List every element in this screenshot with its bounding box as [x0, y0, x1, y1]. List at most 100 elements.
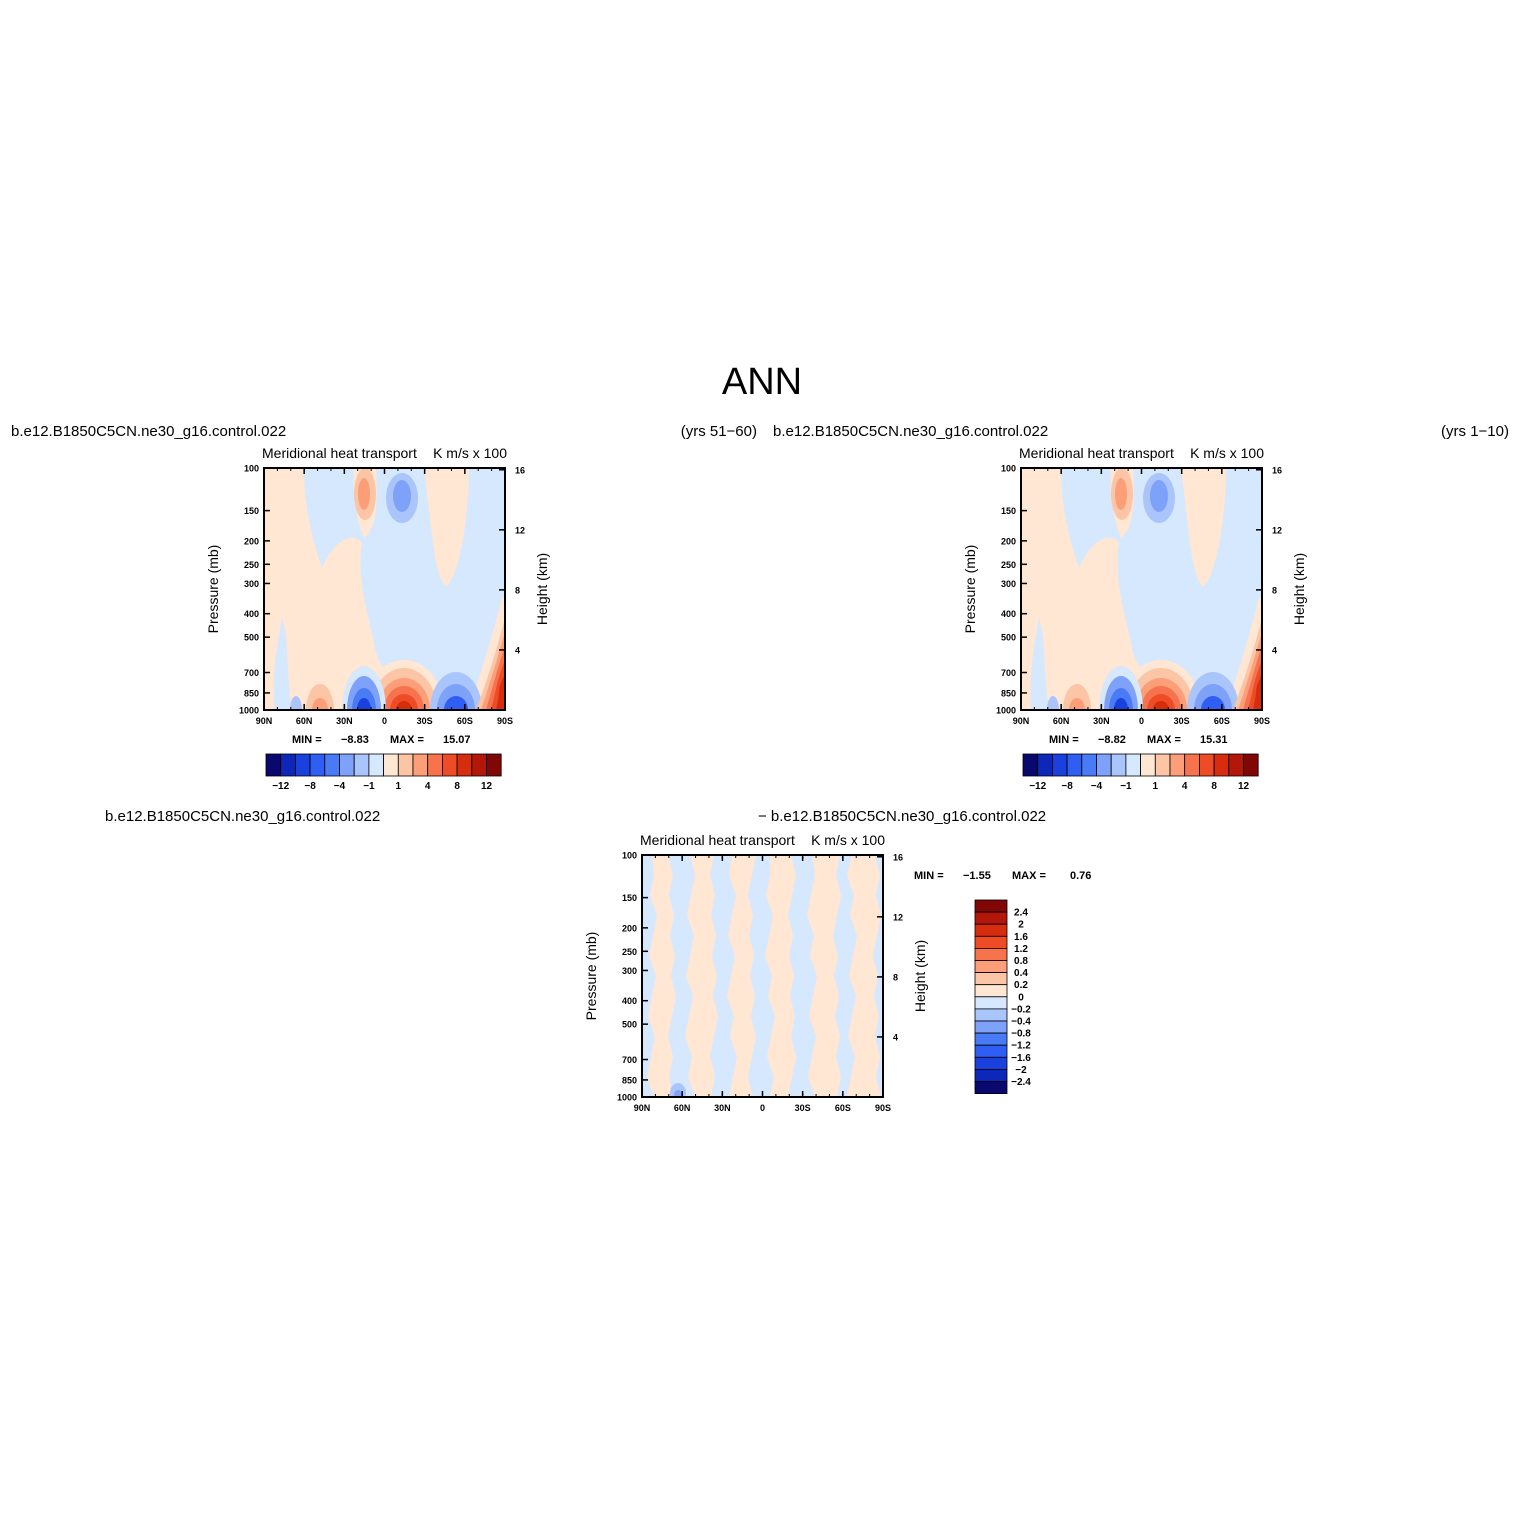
colorbar-cell	[974, 948, 1008, 961]
colorbar-cell	[1066, 753, 1083, 777]
panel-3-case-name: b.e12.B1850C5CN.ne30_g16.control.022	[105, 808, 380, 825]
colorbar-label: 4	[425, 781, 431, 792]
colorbar-cell	[1199, 753, 1215, 777]
upper-positive-core	[358, 478, 370, 510]
colorbar-label: 12	[481, 781, 493, 792]
colorbar-label: 1.6	[1014, 932, 1028, 943]
upper-negative-core	[393, 480, 411, 512]
colorbar-label: −1	[1120, 781, 1132, 792]
colorbar-cell	[1096, 753, 1112, 777]
colorbar-label: 12	[1238, 781, 1250, 792]
panel-2-colorbar: −12 −8 −4 −1 1 4 8 12	[1022, 753, 1259, 792]
y-tick-label: 850	[244, 688, 259, 698]
colorbar-cell	[309, 753, 326, 777]
panel-2-period: (yrs 1−10)	[1441, 423, 1509, 440]
y-tick-label: 300	[622, 966, 637, 976]
x-tick-label: 60N	[674, 1103, 691, 1113]
colorbar-cell	[1228, 753, 1244, 777]
midlat-positive-2	[312, 698, 328, 710]
y-tick-label: 1000	[239, 706, 259, 716]
difference-stripe-4	[765, 855, 796, 1097]
panel-1-min-label: MIN =	[292, 734, 322, 746]
panel-3-max-value: 0.76	[1070, 870, 1091, 882]
colorbar-label: −12	[272, 781, 289, 792]
panel-1-min-value: −8.83	[341, 734, 369, 746]
difference-stripe-2	[685, 855, 718, 1097]
colorbar-label: 2.4	[1014, 908, 1028, 919]
figure-title: ANN	[722, 361, 802, 403]
y-right-tick-label: 16	[893, 852, 903, 862]
x-tick-label: 30S	[417, 716, 433, 726]
colorbar-label: −1.2	[1011, 1041, 1031, 1052]
difference-negative-core	[674, 1090, 682, 1097]
surface-negative-3	[1114, 698, 1128, 710]
y-tick-label: 850	[1001, 688, 1016, 698]
y-right-tick-label: 8	[1272, 585, 1277, 595]
colorbar-cell	[1052, 753, 1068, 777]
colorbar-label: −4	[1091, 781, 1103, 792]
y-axis-label: Pressure (mb)	[205, 545, 221, 634]
colorbar-label: −2.4	[1011, 1077, 1031, 1088]
contour-fills	[264, 468, 505, 710]
colorbar-cell	[1125, 753, 1142, 777]
colorbar-cell	[974, 899, 1008, 913]
x-tick-label: 90N	[634, 1103, 651, 1113]
y-tick-label: 850	[622, 1075, 637, 1085]
panel-3-min-value: −1.55	[963, 870, 991, 882]
colorbar-label: −8	[304, 781, 316, 792]
colorbar-cell	[974, 1081, 1008, 1095]
colorbar-cell	[974, 960, 1008, 974]
small-negative-patch	[290, 696, 302, 710]
x-tick-label: 60S	[1214, 716, 1230, 726]
colorbar-label: 1.2	[1014, 944, 1028, 955]
y-tick-label: 700	[244, 668, 259, 678]
colorbar-label: 0.8	[1014, 956, 1028, 967]
panel-1-plot-area: 90N 60N 30N 0 30S 60S 90S 100 150 200 250 300 400 500…	[205, 464, 550, 727]
colorbar-label: −0.4	[1011, 1017, 1031, 1028]
surface-positive-5	[1153, 701, 1169, 710]
panel-2-min-label: MIN =	[1049, 734, 1079, 746]
y-tick-label: 700	[622, 1055, 637, 1065]
contour-fills	[642, 855, 883, 1097]
y-tick-label: 400	[1001, 609, 1016, 619]
colorbar-cell	[974, 1056, 1008, 1070]
colorbar-label: 1	[396, 781, 402, 792]
y-tick-label: 200	[1001, 536, 1016, 546]
colorbar-label: 1	[1153, 781, 1159, 792]
difference-stripe-6	[847, 855, 881, 1097]
x-tick-label: 60S	[835, 1103, 851, 1113]
colorbar-cell	[1169, 753, 1186, 777]
panel-2-max-label: MAX =	[1147, 734, 1181, 746]
y-tick-label: 100	[622, 851, 637, 861]
colorbar-cell	[974, 1020, 1008, 1034]
y-tick-label: 250	[622, 947, 637, 957]
colorbar-cell	[265, 753, 282, 777]
panel-3-title: Meridional heat transport	[640, 832, 795, 848]
y-right-axis-label: Height (km)	[534, 553, 550, 625]
x-tick-label: 90N	[256, 716, 273, 726]
colorbar-cell	[974, 1008, 1008, 1022]
midlat-positive-1	[1063, 684, 1091, 710]
colorbar-cell	[974, 1032, 1008, 1046]
colorbar-cell	[1081, 753, 1097, 777]
colorbar-cell	[974, 923, 1008, 937]
y-tick-label: 250	[1001, 560, 1016, 570]
y-right-axis-label: Height (km)	[912, 940, 928, 1012]
colorbar-cell	[1184, 753, 1200, 777]
x-tick-label: 60N	[1053, 716, 1070, 726]
upper-negative-core	[1150, 480, 1168, 512]
x-tick-label: 0	[382, 716, 387, 726]
y-tick-label: 400	[622, 996, 637, 1006]
y-tick-label: 150	[622, 893, 637, 903]
difference-stripe-1	[647, 855, 676, 1097]
y-tick-label: 1000	[617, 1093, 637, 1103]
panel-2-units: K m/s x 100	[1190, 445, 1264, 461]
panel-1-colorbar: −12 −8 −4 −1 1 4 8 12	[265, 753, 502, 792]
colorbar-cell	[974, 1044, 1008, 1058]
upper-positive-sh	[1181, 468, 1226, 586]
x-tick-label: 30S	[1174, 716, 1190, 726]
colorbar-label: 8	[1211, 781, 1217, 792]
x-tick-label: 30S	[795, 1103, 811, 1113]
colorbar-cell	[1022, 753, 1039, 777]
